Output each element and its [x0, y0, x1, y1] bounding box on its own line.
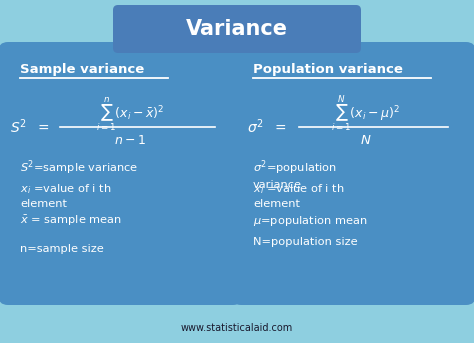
Text: $\bar{x}$ = sample mean: $\bar{x}$ = sample mean — [20, 214, 122, 228]
Text: $\sigma^2$=population
variance: $\sigma^2$=population variance — [253, 158, 337, 190]
Text: Variance: Variance — [186, 19, 288, 39]
Text: Sample variance: Sample variance — [20, 63, 144, 76]
Text: $x_i$ =value of i th
element: $x_i$ =value of i th element — [253, 182, 345, 209]
FancyBboxPatch shape — [113, 5, 361, 53]
Text: $\sum_{i=1}^{N}(x_i-\mu)^2$: $\sum_{i=1}^{N}(x_i-\mu)^2$ — [331, 94, 400, 134]
Text: $N$: $N$ — [360, 133, 371, 146]
Text: $\mu$=population mean: $\mu$=population mean — [253, 214, 367, 228]
FancyBboxPatch shape — [231, 42, 474, 305]
Text: $n-1$: $n-1$ — [115, 133, 146, 146]
Text: $x_i$ =value of i th
element: $x_i$ =value of i th element — [20, 182, 111, 209]
Text: Population variance: Population variance — [253, 63, 403, 76]
Text: $\sum_{i=1}^{n}(x_i-\bar{x})^2$: $\sum_{i=1}^{n}(x_i-\bar{x})^2$ — [96, 95, 164, 133]
FancyBboxPatch shape — [0, 42, 243, 305]
Text: N=population size: N=population size — [253, 237, 357, 247]
Text: $S^2$=sample variance: $S^2$=sample variance — [20, 158, 138, 177]
Text: $S^2$  $=$: $S^2$ $=$ — [10, 118, 50, 136]
Text: $\sigma^2$  $=$: $\sigma^2$ $=$ — [247, 118, 287, 136]
Text: n=sample size: n=sample size — [20, 244, 104, 254]
Text: www.statisticalaid.com: www.statisticalaid.com — [181, 323, 293, 333]
